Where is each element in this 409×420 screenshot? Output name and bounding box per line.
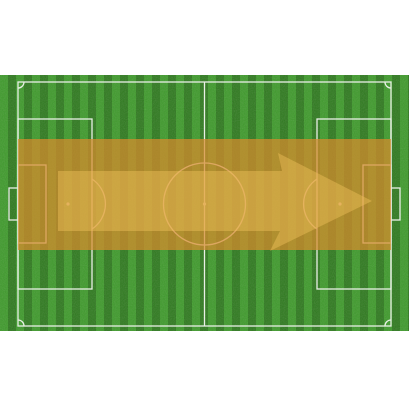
corner-arc-top-left	[17, 81, 25, 89]
arrow-right-icon	[58, 153, 372, 251]
corner-arc-bottom-left	[17, 319, 25, 327]
pitch-diagram	[0, 75, 409, 331]
highlight-zone	[18, 139, 391, 250]
pitch-canvas	[0, 75, 409, 331]
corner-arc-top-right	[384, 81, 392, 89]
corner-arc-bottom-right	[384, 319, 392, 327]
